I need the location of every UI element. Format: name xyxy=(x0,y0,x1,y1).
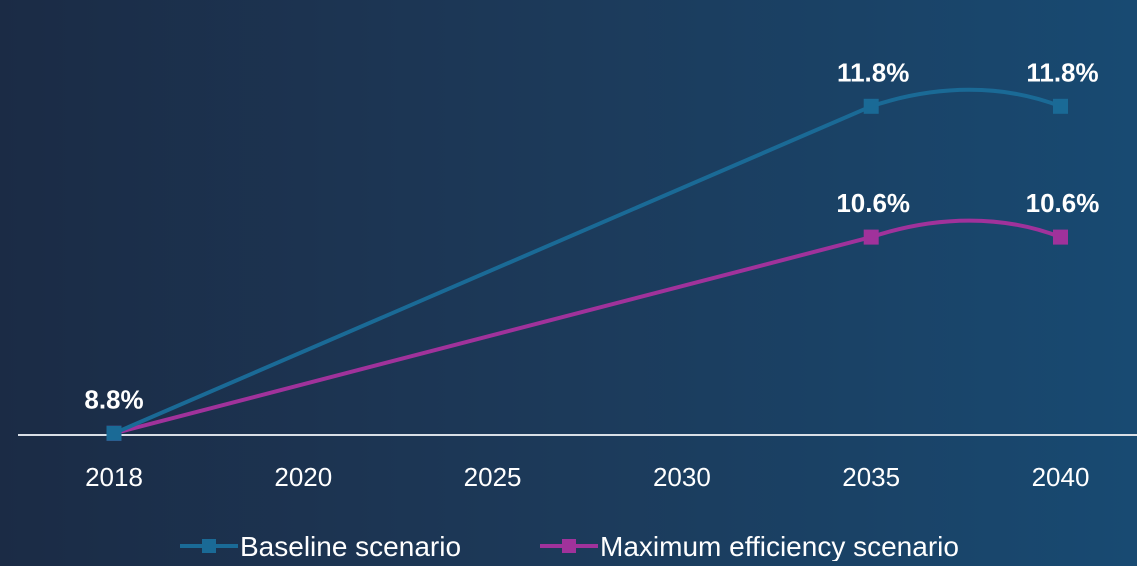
series-line-baseline-scenario xyxy=(113,87,1062,436)
x-tick-label-2025: 2025 xyxy=(464,462,522,492)
data-label-maximum-efficiency-scenario-2040: 10.6% xyxy=(1026,188,1100,218)
x-tick-label-2020: 2020 xyxy=(274,462,332,492)
marker-maximum-efficiency-scenario-2035 xyxy=(863,229,879,245)
marker-baseline-scenario-2040 xyxy=(1053,98,1068,114)
data-label-baseline-scenario-2035: 11.8% xyxy=(837,57,909,87)
data-label-baseline-scenario-2018: 8.8% xyxy=(84,384,143,414)
x-axis-tick-labels: 2018 2020 2025 2030 2035 2040 xyxy=(85,462,1089,492)
marker-baseline-scenario-2018 xyxy=(106,425,122,441)
series-markers xyxy=(106,98,1068,441)
x-tick-label-2030: 2030 xyxy=(653,462,711,492)
legend-label-baseline-scenario: Baseline scenario xyxy=(240,531,461,561)
legend-marker-maximum-efficiency-scenario xyxy=(562,539,576,553)
legend-label-maximum-efficiency-scenario: Maximum efficiency scenario xyxy=(600,531,959,561)
marker-maximum-efficiency-scenario-2040 xyxy=(1053,229,1068,245)
x-tick-label-2018: 2018 xyxy=(85,462,143,492)
data-label-baseline-scenario-2040: 11.8% xyxy=(1026,57,1098,87)
x-tick-label-2035: 2035 xyxy=(842,462,900,492)
series-lines xyxy=(113,87,1062,436)
x-tick-label-2040: 2040 xyxy=(1032,462,1090,492)
data-label-maximum-efficiency-scenario-2035: 10.6% xyxy=(836,188,910,218)
series-line-maximum-efficiency-scenario xyxy=(113,218,1062,436)
legend: Baseline scenario Maximum efficiency scen… xyxy=(180,531,959,562)
legend-marker-baseline-scenario xyxy=(202,539,216,553)
data-labels: 10.6% 10.6% 8.8% 11.8% 11.8% xyxy=(84,57,1099,414)
marker-baseline-scenario-2035 xyxy=(863,98,879,114)
